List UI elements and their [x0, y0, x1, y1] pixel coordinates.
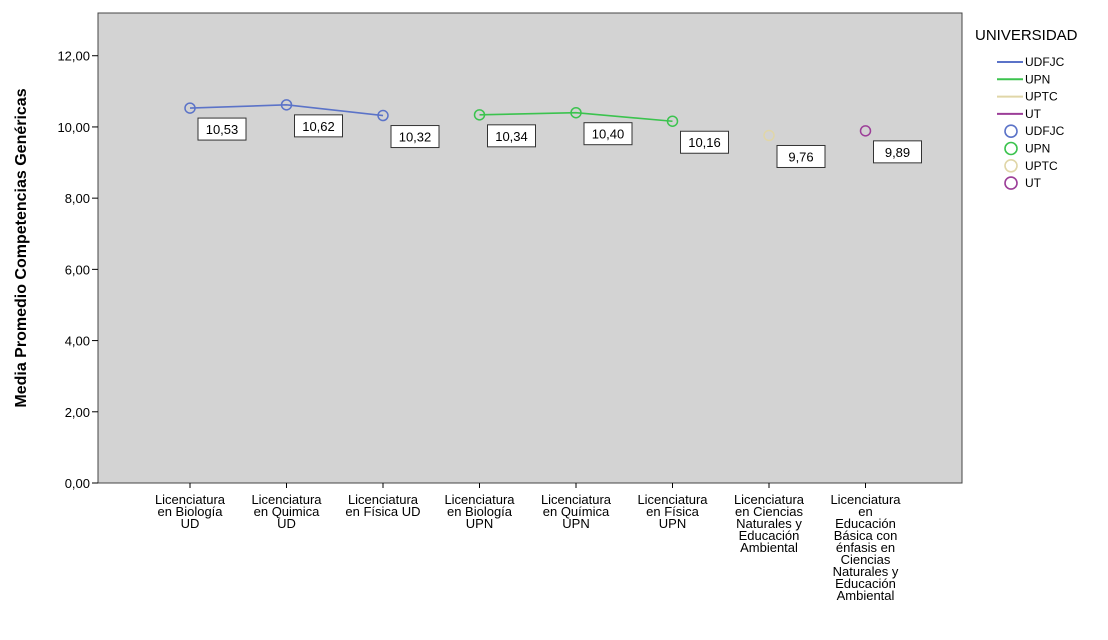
x-category-label: Licenciatura en Educación Básica con énfasis… [830, 492, 901, 603]
data-label: 10,40 [592, 127, 625, 142]
data-label-box [680, 130, 729, 154]
y-tick-label: 6,00 [65, 262, 90, 277]
x-category-label: Licenciatura en Física UPN [637, 492, 708, 531]
legend-label: UPN [1025, 142, 1050, 156]
y-axis-label: Media Promedio Competencias Genéricas [13, 88, 30, 407]
data-label: 10,53 [206, 122, 239, 137]
y-tick-label: 12,00 [57, 49, 90, 64]
legend-marker-ut [1004, 176, 1018, 190]
series-line-udfjc [189, 104, 384, 117]
x-category-label: Licenciatura en Ciencias Naturales y Educac… [734, 492, 805, 555]
legend-label: UPN [1025, 72, 1050, 86]
data-label-box [873, 140, 922, 164]
data-label: 10,34 [495, 129, 528, 144]
data-label-box [776, 144, 826, 168]
legend-label: UDFJC [1025, 55, 1065, 69]
y-tick-label: 10,00 [57, 120, 90, 135]
data-label-box [197, 117, 247, 141]
data-label-box [583, 122, 633, 146]
data-point [473, 109, 486, 121]
data-point [859, 125, 872, 137]
data-point [570, 106, 582, 119]
x-category-label: Licenciatura en Física UD [345, 492, 420, 519]
data-point [184, 102, 196, 114]
legend-label: UDFJC [1025, 124, 1065, 138]
y-tick-label: 8,00 [65, 191, 90, 206]
legend-label: UT [1025, 107, 1042, 121]
data-label: 9,76 [788, 149, 813, 164]
data-point [377, 109, 389, 122]
x-category-label: Licenciatura en Química UPN [541, 492, 612, 531]
y-tick-label: 4,00 [65, 334, 90, 349]
data-point [666, 115, 679, 127]
x-category-label: Licenciatura en Biología UPN [444, 492, 515, 531]
legend-marker-udfjc [1004, 124, 1018, 138]
legend-label: UPTC [1025, 159, 1058, 173]
x-category-label: Licenciatura en Quimica UD [251, 492, 322, 531]
plot-area [97, 12, 963, 484]
data-label-box [390, 125, 440, 149]
data-point [280, 99, 293, 111]
data-label: 10,62 [302, 119, 335, 134]
legend-label: UT [1025, 176, 1042, 190]
y-tick-label: 0,00 [65, 476, 90, 491]
data-label: 9,89 [885, 145, 910, 160]
data-label: 10,16 [688, 135, 721, 150]
y-tick-label: 2,00 [65, 405, 90, 420]
data-label: 10,32 [399, 130, 432, 145]
series-line-upn [479, 111, 673, 123]
legend-marker-uptc [1004, 159, 1018, 173]
legend-title: UNIVERSIDAD [975, 27, 1078, 44]
x-category-label: Licenciatura en Biología UD [155, 492, 226, 531]
data-point [763, 129, 775, 142]
legend-label: UPTC [1025, 90, 1058, 104]
data-label-box [487, 124, 536, 148]
legend-marker-upn [1004, 141, 1018, 156]
data-label-box [294, 114, 343, 138]
